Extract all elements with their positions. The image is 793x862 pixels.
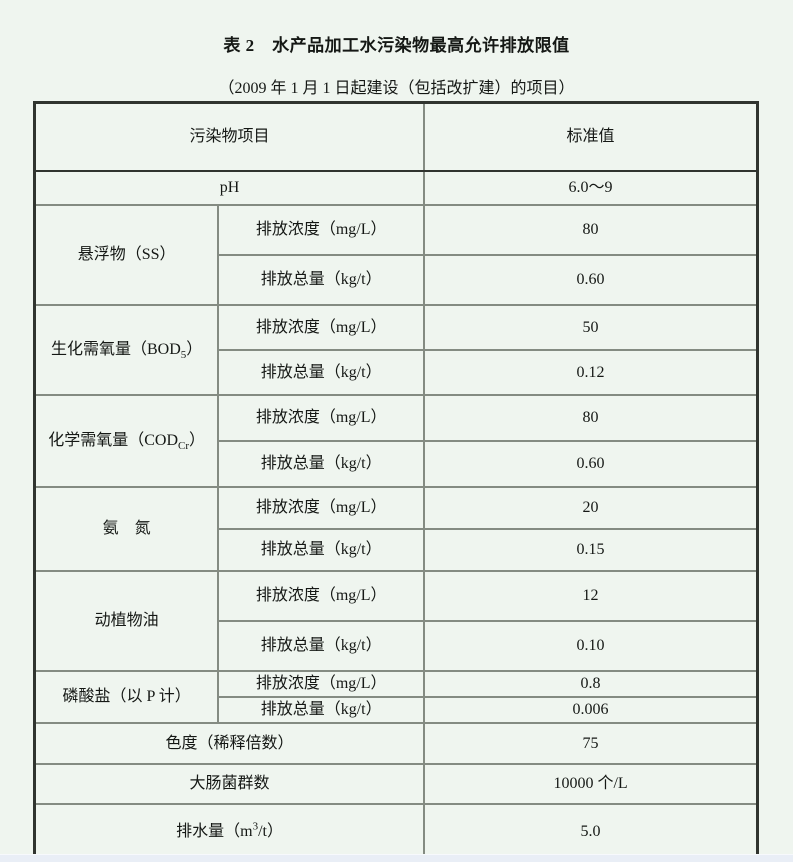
value-cell: 0.10 [423, 620, 759, 672]
pollutant-label-superscript: 3 [252, 820, 259, 833]
table-row-bod-total: 排放总量（kg/t） 0.12 [35, 349, 759, 396]
table-row-water-discharge: 排水量（m3/t） 5.0 [33, 803, 759, 862]
value-cell: 20 [423, 486, 759, 530]
metric-label-cell: 排放浓度（mg/L） [217, 394, 426, 442]
value-cell: 80 [423, 394, 759, 442]
table-row-color: 色度（稀释倍数） 75 [33, 722, 759, 765]
pollutant-name-text: 磷酸盐（以 P 计） [62, 688, 191, 705]
table-subtitle: （2009 年 1 月 1 日起建设（包括改扩建）的项目） [218, 80, 575, 97]
pollutant-name-text: 化学需氧量（COD [48, 432, 179, 449]
metric-label-cell: 排放总量（kg/t） [217, 696, 426, 724]
value-cell: 0.60 [423, 254, 759, 306]
pollutant-name-cell-oil: 动植物油 [33, 570, 220, 672]
value-cell: 10000 个/L [423, 763, 759, 805]
metric-label-cell: 排放总量（kg/t） [217, 440, 426, 488]
table-row-phosphate-concentration: 磷酸盐（以 P 计） 排放浓度（mg/L） 0.8 [33, 670, 759, 724]
value-cell: 0.8 [423, 670, 759, 698]
pollutant-name-text: 悬浮物（SS） [77, 246, 176, 263]
table-title: 表 2 水产品加工水污染物最高允许排放限值 [223, 36, 570, 55]
pollutant-name-text: 动植物油 [94, 612, 159, 629]
metric-label-cell: 排放浓度（mg/L） [217, 670, 426, 698]
value-cell: 80 [423, 204, 759, 256]
pollutant-name-close: ） [186, 341, 203, 358]
pollutant-name-cell-bod: 生化需氧量（BOD5） [33, 304, 220, 396]
ph-row: pH 6.0～9 [33, 170, 759, 206]
table-row-oil-concentration: 动植物油 排放浓度（mg/L） 12 [33, 570, 759, 672]
pollutant-label-text: 大肠菌群数 [189, 775, 270, 792]
table-row-nh-concentration: 氨 氮 排放浓度（mg/L） 20 [33, 486, 759, 572]
metric-label-cell: 排放浓度（mg/L） [217, 304, 426, 351]
table-row-oil-total: 排放总量（kg/t） 0.10 [35, 620, 759, 672]
table-header-row: 污染物项目 标准值 [33, 101, 759, 172]
pollutant-name-cell-ss: 悬浮物（SS） [33, 204, 220, 306]
discharge-limits-table: 污染物项目 标准值 pH 6.0～9 悬浮物（SS） 排放浓度（mg/L） 80… [33, 101, 759, 862]
pollutant-name-cell-cod: 化学需氧量（CODCr） [33, 394, 220, 488]
table-row-cod-concentration: 化学需氧量（CODCr） 排放浓度（mg/L） 80 [33, 394, 759, 488]
value-cell: 0.60 [423, 440, 759, 488]
value-cell: 75 [423, 722, 759, 765]
value-cell: 12 [423, 570, 759, 622]
pollutant-label-cell: 排水量（m3/t） [33, 803, 426, 862]
metric-label-cell: 排放总量（kg/t） [217, 620, 426, 672]
metric-label-cell: 排放浓度（mg/L） [217, 204, 426, 256]
pollutant-name-close: ） [189, 432, 206, 449]
table-row-ss-total: 排放总量（kg/t） 0.60 [35, 254, 759, 306]
pollutant-name-text: 氨 氮 [102, 520, 151, 537]
pollutant-label-text: 排水量（m [176, 823, 253, 840]
ph-value-cell: 6.0～9 [423, 170, 759, 206]
metric-label-cell: 排放浓度（mg/L） [217, 486, 426, 530]
value-cell: 0.12 [423, 349, 759, 396]
value-column-header: 标准值 [423, 101, 759, 172]
pollutant-label-close: /t） [258, 823, 283, 840]
ph-label-cell: pH [33, 170, 426, 206]
pollutant-name-cell-phosphate: 磷酸盐（以 P 计） [33, 670, 220, 724]
pollutant-name-subscript: 5 [180, 349, 187, 362]
table-row-bod-concentration: 生化需氧量（BOD5） 排放浓度（mg/L） 50 [33, 304, 759, 396]
value-cell: 50 [423, 304, 759, 351]
pollutant-name-cell-nh: 氨 氮 [33, 486, 220, 572]
metric-label-cell: 排放总量（kg/t） [217, 528, 426, 572]
value-cell: 5.0 [423, 803, 759, 862]
page-bottom-strip [0, 854, 793, 862]
table-row-ss-concentration: 悬浮物（SS） 排放浓度（mg/L） 80 [33, 204, 759, 306]
pollutant-name-text: 生化需氧量（BOD [50, 341, 181, 358]
pollutant-label-text: 色度（稀释倍数） [165, 734, 294, 752]
pollutant-label-cell: 大肠菌群数 [33, 763, 426, 805]
pollutant-column-header: 污染物项目 [33, 101, 426, 172]
metric-label-cell: 排放总量（kg/t） [217, 349, 426, 396]
pollutant-name-subscript: Cr [178, 440, 190, 453]
table-row-nh-total: 排放总量（kg/t） 0.15 [35, 528, 759, 572]
metric-label-cell: 排放浓度（mg/L） [217, 570, 426, 622]
pollutant-label-cell: 色度（稀释倍数） [33, 722, 426, 765]
table-row-coliform: 大肠菌群数 10000 个/L [33, 763, 759, 805]
table-row-phosphate-total: 排放总量（kg/t） 0.006 [35, 696, 759, 724]
value-cell: 0.15 [423, 528, 759, 572]
metric-label-cell: 排放总量（kg/t） [217, 254, 426, 306]
table-row-cod-total: 排放总量（kg/t） 0.60 [35, 440, 759, 488]
value-cell: 0.006 [423, 696, 759, 724]
